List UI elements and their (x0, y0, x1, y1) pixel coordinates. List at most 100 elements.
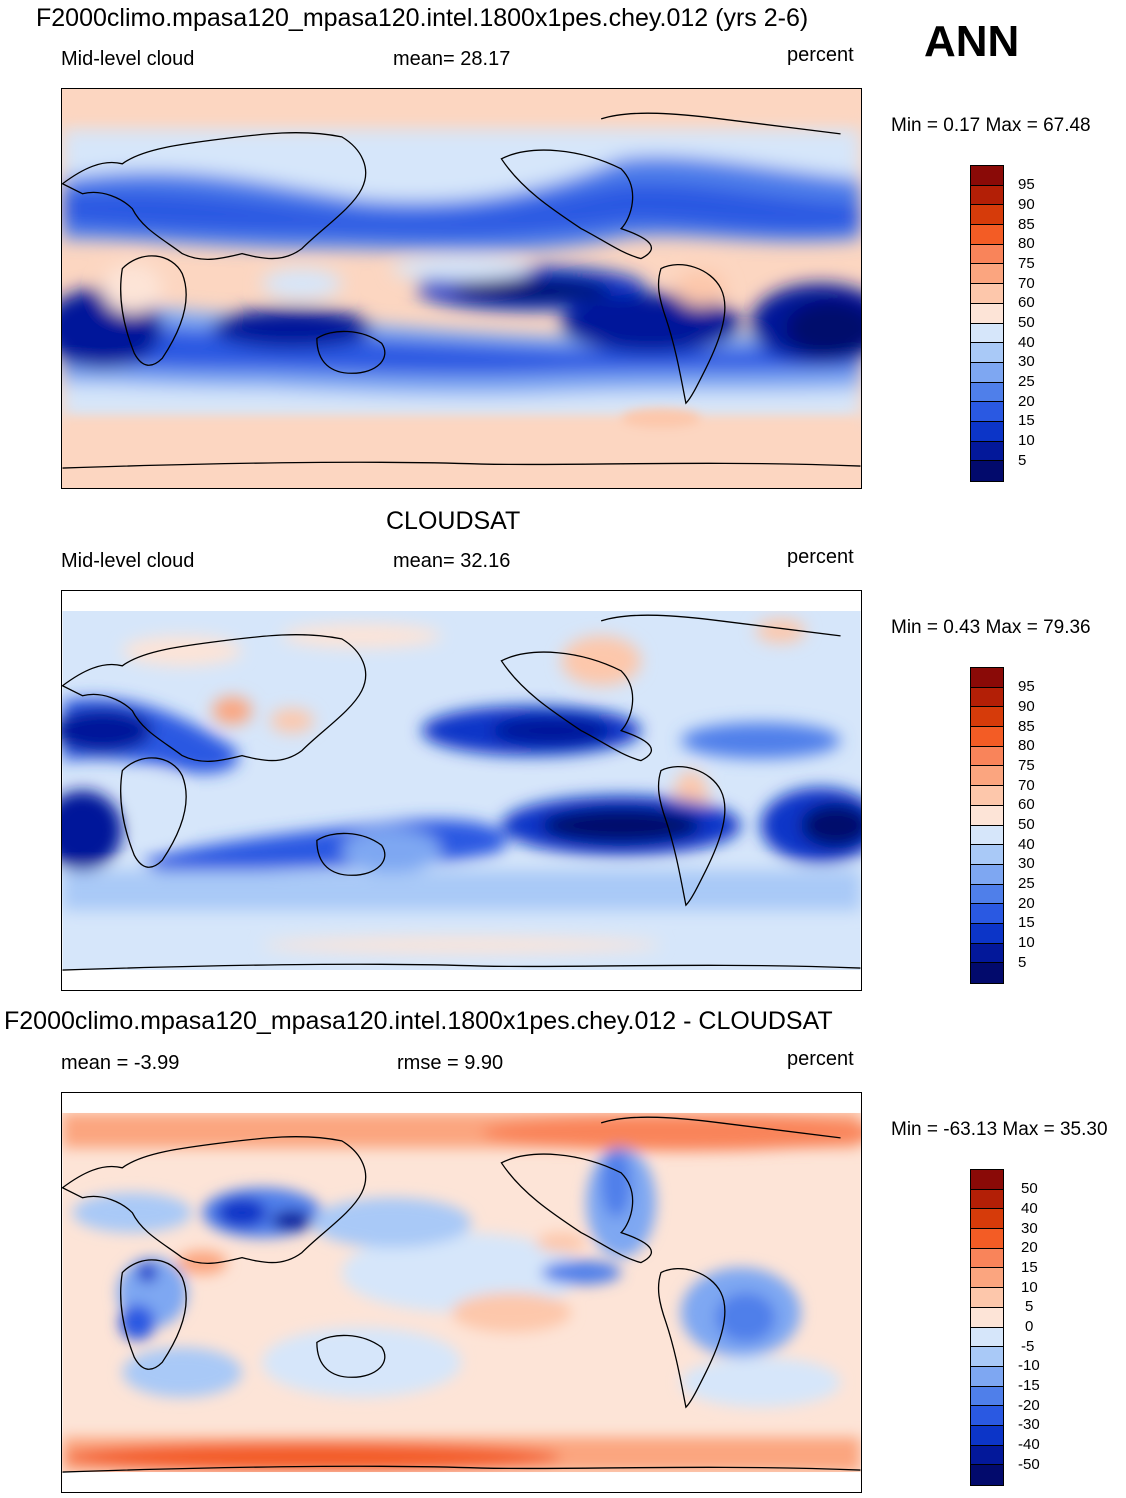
colorbar-tick-label: 5 (1018, 954, 1027, 971)
panel3-colorbar-swatch (971, 1347, 1003, 1367)
colorbar-tick-label: -50 (1018, 1456, 1040, 1473)
panel1-colorbar-swatch (971, 264, 1003, 285)
panel2-colorbar-swatch (971, 746, 1003, 767)
panel3-colorbar-swatch (971, 1288, 1003, 1308)
model-case-title: F2000climo.mpasa120_mpasa120.intel.1800x… (36, 4, 809, 32)
colorbar-tick-label: 50 (1021, 1180, 1038, 1197)
panel3-mean-label: mean = -3.99 (61, 1052, 180, 1074)
panel2-colorbar-swatch (971, 845, 1003, 865)
panel3-colorbar-swatch (971, 1307, 1003, 1328)
panel1-coastlines (62, 112, 861, 469)
colorbar-tick-label: 60 (1018, 796, 1035, 813)
colorbar-tick-label: -10 (1018, 1357, 1040, 1374)
colorbar-tick-label: 90 (1018, 196, 1035, 213)
colorbar-tick-label: 75 (1018, 255, 1035, 272)
panel1-colorbar-swatch (971, 441, 1003, 462)
colorbar-tick-label: 95 (1018, 678, 1035, 695)
colorbar-tick-label: 20 (1018, 393, 1035, 410)
colorbar-tick-label: 90 (1018, 698, 1035, 715)
colorbar-tick-label: 40 (1021, 1200, 1038, 1217)
panel2-colorbar (970, 667, 1004, 984)
colorbar-tick-label: 30 (1018, 855, 1035, 872)
panel2-mean-label: mean= 32.16 (393, 550, 511, 572)
colorbar-tick-label: -20 (1018, 1397, 1040, 1414)
panel2-coastlines (62, 614, 861, 971)
colorbar-tick-label: 25 (1018, 373, 1035, 390)
panel1-colorbar-swatch (971, 205, 1003, 226)
colorbar-tick-label: 10 (1018, 934, 1035, 951)
panel2-colorbar-swatch (971, 668, 1003, 688)
colorbar-tick-label: -5 (1021, 1338, 1035, 1355)
panel3-colorbar (970, 1169, 1004, 1486)
panel1-colorbar-swatch (971, 303, 1003, 324)
panel3-colorbar-swatch (971, 1327, 1003, 1348)
panel2-contour-field (62, 591, 861, 990)
panel3-coastlines (62, 1116, 861, 1473)
panel3-colorbar-swatch (971, 1366, 1003, 1387)
colorbar-tick-label: -15 (1018, 1377, 1040, 1394)
colorbar-tick-label: 70 (1018, 275, 1035, 292)
colorbar-tick-label: -40 (1018, 1436, 1040, 1453)
panel3-colorbar-swatch (971, 1386, 1003, 1407)
colorbar-tick-label: 40 (1018, 836, 1035, 853)
colorbar-tick-label: 95 (1018, 176, 1035, 193)
panel2-colorbar-swatch (971, 904, 1003, 924)
panel3-units-label: percent (787, 1048, 854, 1070)
panel1-colorbar-swatch (971, 244, 1003, 265)
colorbar-tick-label: 70 (1018, 777, 1035, 794)
season-label: ANN (924, 17, 1020, 66)
panel2-title: CLOUDSAT (386, 507, 521, 535)
panel2-colorbar-swatch (971, 786, 1003, 806)
colorbar-tick-label: 85 (1018, 216, 1035, 233)
panel1-colorbar-swatch (971, 185, 1003, 206)
colorbar-tick-label: 60 (1018, 294, 1035, 311)
colorbar-tick-label: 20 (1018, 895, 1035, 912)
panel3-colorbar-swatch (971, 1406, 1003, 1426)
colorbar-tick-label: 15 (1021, 1259, 1038, 1276)
panel1-colorbar-swatch (971, 421, 1003, 442)
panel2-units-label: percent (787, 546, 854, 568)
colorbar-tick-label: 50 (1018, 314, 1035, 331)
panel1-contour-field (62, 89, 861, 488)
panel3-colorbar-swatch (971, 1189, 1003, 1210)
panel3-colorbar-swatch (971, 1209, 1003, 1230)
panel1-colorbar-swatch (971, 284, 1003, 304)
panel1-colorbar (970, 165, 1004, 482)
colorbar-tick-label: 10 (1018, 432, 1035, 449)
colorbar-tick-label: 50 (1018, 816, 1035, 833)
colorbar-tick-label: 10 (1021, 1279, 1038, 1296)
panel3-colorbar-swatch (971, 1170, 1003, 1190)
colorbar-tick-label: 75 (1018, 757, 1035, 774)
panel3-title: F2000climo.mpasa120_mpasa120.intel.1800x… (4, 1007, 833, 1035)
colorbar-tick-label: 5 (1018, 452, 1027, 469)
panel3-map (61, 1092, 862, 1493)
panel1-colorbar-swatch (971, 382, 1003, 403)
panel2-colorbar-swatch (971, 727, 1003, 747)
panel3-colorbar-swatch (971, 1445, 1003, 1466)
panel2-colorbar-swatch (971, 825, 1003, 846)
colorbar-tick-label: 25 (1018, 875, 1035, 892)
panel1-map (61, 88, 862, 489)
panel1-units-label: percent (787, 44, 854, 66)
panel1-minmax-label: Min = 0.17 Max = 67.48 (891, 115, 1091, 136)
colorbar-tick-label: 5 (1025, 1298, 1034, 1315)
colorbar-tick-label: 80 (1018, 737, 1035, 754)
panel1-colorbar-swatch (971, 225, 1003, 245)
panel1-mean-label: mean= 28.17 (393, 48, 511, 70)
panel2-colorbar-swatch (971, 963, 1003, 983)
panel2-colorbar-swatch (971, 805, 1003, 826)
panel2-colorbar-swatch (971, 707, 1003, 728)
panel3-colorbar-swatch (971, 1425, 1003, 1446)
panel1-colorbar-swatch (971, 402, 1003, 422)
panel3-contour-field (62, 1093, 861, 1492)
panel2-colorbar-swatch (971, 884, 1003, 905)
panel1-colorbar-swatch (971, 343, 1003, 363)
colorbar-tick-label: 15 (1018, 914, 1035, 931)
panel2-map (61, 590, 862, 991)
panel1-colorbar-swatch (971, 461, 1003, 481)
colorbar-tick-label: 30 (1018, 353, 1035, 370)
panel2-colorbar-swatch (971, 766, 1003, 787)
panel2-colorbar-swatch (971, 864, 1003, 885)
panel2-colorbar-swatch (971, 943, 1003, 964)
colorbar-tick-label: -30 (1018, 1416, 1040, 1433)
